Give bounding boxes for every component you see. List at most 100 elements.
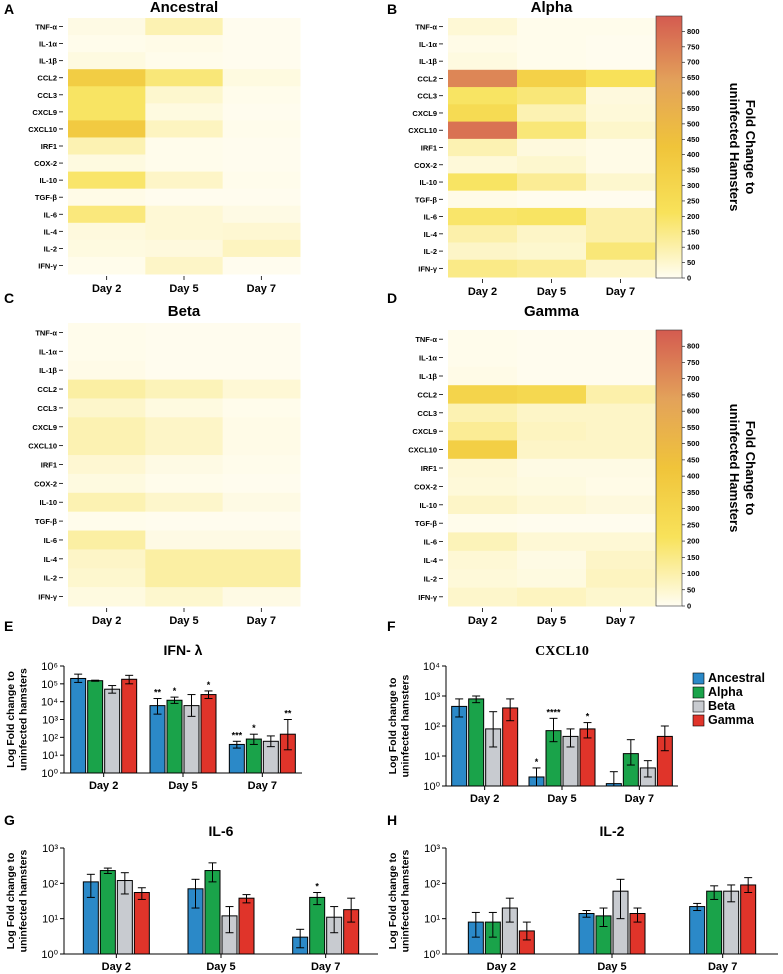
bar-alpha <box>166 699 183 774</box>
colorbar-tick-label: 0 <box>687 602 691 611</box>
heatmap-row-label: IRF1 <box>421 464 437 473</box>
heatmap-row-label: IL-10 <box>419 501 437 510</box>
significance-mark: * <box>173 686 177 696</box>
heatmap-row-label: TGF-β <box>35 193 57 202</box>
heatmap-cell <box>222 549 301 569</box>
x-tick-label: Day 2 <box>470 793 499 805</box>
heatmap-cell <box>68 256 146 275</box>
heatmap-row-label: IL-6 <box>44 210 57 219</box>
heatmap-cell <box>517 156 587 174</box>
heatmap-cell <box>222 473 301 494</box>
heatmap-cell <box>517 259 587 278</box>
heatmap-cell <box>68 398 146 418</box>
heatmap-cell <box>448 385 518 405</box>
heatmap-row-label: IRF1 <box>41 461 57 470</box>
heatmap-cell <box>448 330 518 349</box>
heatmap-cell <box>145 137 224 156</box>
heatmap-cell <box>68 154 146 173</box>
heatmap-cell <box>448 569 518 589</box>
heatmap-cell <box>586 242 656 261</box>
heatmap-cell <box>586 121 656 140</box>
panel-letter-A: A <box>4 1 14 17</box>
heatmap-cell <box>517 173 587 192</box>
heatmap-cell <box>68 222 146 241</box>
bar-alpha <box>468 698 485 787</box>
heatmap-row-label: CCL3 <box>417 409 437 418</box>
heatmap-cell <box>145 188 224 207</box>
heatmap-cell <box>517 403 587 423</box>
heatmap-cell <box>68 587 146 607</box>
heatmap-cell <box>586 104 656 123</box>
heatmap-row-label: IL-4 <box>424 230 438 239</box>
heatmap-cell <box>586 259 656 278</box>
heatmap-cell <box>222 455 301 475</box>
y-tick-label: 10¹ <box>424 914 440 926</box>
y-axis-label-line: uninfected hamsters <box>399 674 411 777</box>
y-tick-label: 10⁰ <box>41 768 58 780</box>
heatmap-title: Gamma <box>524 303 580 320</box>
heatmap-cell <box>517 348 587 368</box>
bar-ancestral <box>578 913 595 955</box>
heatmap-cell <box>517 18 587 36</box>
y-axis-label-line: uninfected hamsters <box>17 668 29 771</box>
colorbar-tick-label: 350 <box>687 488 700 497</box>
heatmap-cell <box>517 121 587 140</box>
y-tick-label: 10¹ <box>42 914 58 926</box>
y-tick-label: 10¹ <box>42 750 58 762</box>
x-tick-label: Day 2 <box>102 961 131 973</box>
heatmap-panel-C: Beta TNF-α IL-1α IL-1β CCL2 CCL3 CXCL9 CXCL10 IR… <box>28 303 301 627</box>
heatmap-row-label: TGF-β <box>35 517 57 526</box>
bar-ancestral <box>689 906 706 955</box>
heatmap-cell <box>586 477 656 497</box>
heatmap-cell <box>586 190 656 209</box>
heatmap-cell <box>448 495 518 515</box>
heatmap-panel-B: Alpha TNF-α IL-1α IL-1β CCL2 CCL3 CXCL9 CXCL10 I… <box>408 0 656 298</box>
heatmap-row-label: CXCL9 <box>32 108 57 117</box>
heatmap-cell <box>586 348 656 368</box>
bar-chart-title: IFN- λ <box>164 642 203 658</box>
heatmap-cell <box>145 530 224 550</box>
y-tick-label: 10⁴ <box>41 697 58 709</box>
heatmap-cell <box>517 242 587 261</box>
y-tick-label: 10² <box>42 878 58 890</box>
heatmap-cell <box>448 550 518 570</box>
heatmap-cell <box>222 35 301 53</box>
y-tick-label: 10³ <box>424 691 440 703</box>
y-axis-label-line: Log Fold change to <box>5 853 17 950</box>
legend-swatch-gamma <box>692 714 705 727</box>
x-tick-label: Day 5 <box>168 780 197 792</box>
bar-chart-H: IL-2 10⁰ 10¹ 10² 10³ Log Fold change touninfe… <box>387 823 778 973</box>
heatmap-cell <box>68 86 146 104</box>
heatmap-cell <box>517 458 587 478</box>
heatmap-cell <box>448 242 518 261</box>
heatmap-cell <box>68 18 146 36</box>
heatmap-cell <box>222 103 301 121</box>
y-axis-label-line: uninfected hamsters <box>399 849 411 952</box>
heatmap-col-label: Day 7 <box>606 615 635 627</box>
panel-letter-H: H <box>387 812 397 828</box>
heatmap-row-label: IL-6 <box>424 538 437 547</box>
y-tick-label: 10¹ <box>424 751 440 763</box>
heatmap-cell <box>68 323 146 343</box>
colorbar-tick-label: 50 <box>687 585 695 594</box>
bar-ancestral <box>70 677 87 774</box>
colorbar-label-line: Fold Change to <box>743 100 758 195</box>
heatmap-cell <box>222 436 301 456</box>
bar-ancestral <box>451 705 468 787</box>
colorbar-tick-label: 150 <box>687 227 700 236</box>
heatmap-cell <box>68 379 146 399</box>
heatmap-cell <box>145 568 224 588</box>
heatmap-row-label: CCL2 <box>417 74 437 83</box>
heatmap-cell <box>68 511 146 532</box>
significance-mark: ** <box>284 709 292 719</box>
legend-swatch-alpha <box>692 686 705 699</box>
heatmap-cell <box>68 473 146 494</box>
bar-chart-title: IL-2 <box>600 823 625 839</box>
heatmap-cell <box>448 403 518 423</box>
heatmap-cell <box>68 530 146 550</box>
colorbar-tick-label: 50 <box>687 258 695 267</box>
heatmap-cell <box>517 366 587 386</box>
heatmap-cell <box>586 569 656 589</box>
heatmap-cell <box>222 154 301 173</box>
